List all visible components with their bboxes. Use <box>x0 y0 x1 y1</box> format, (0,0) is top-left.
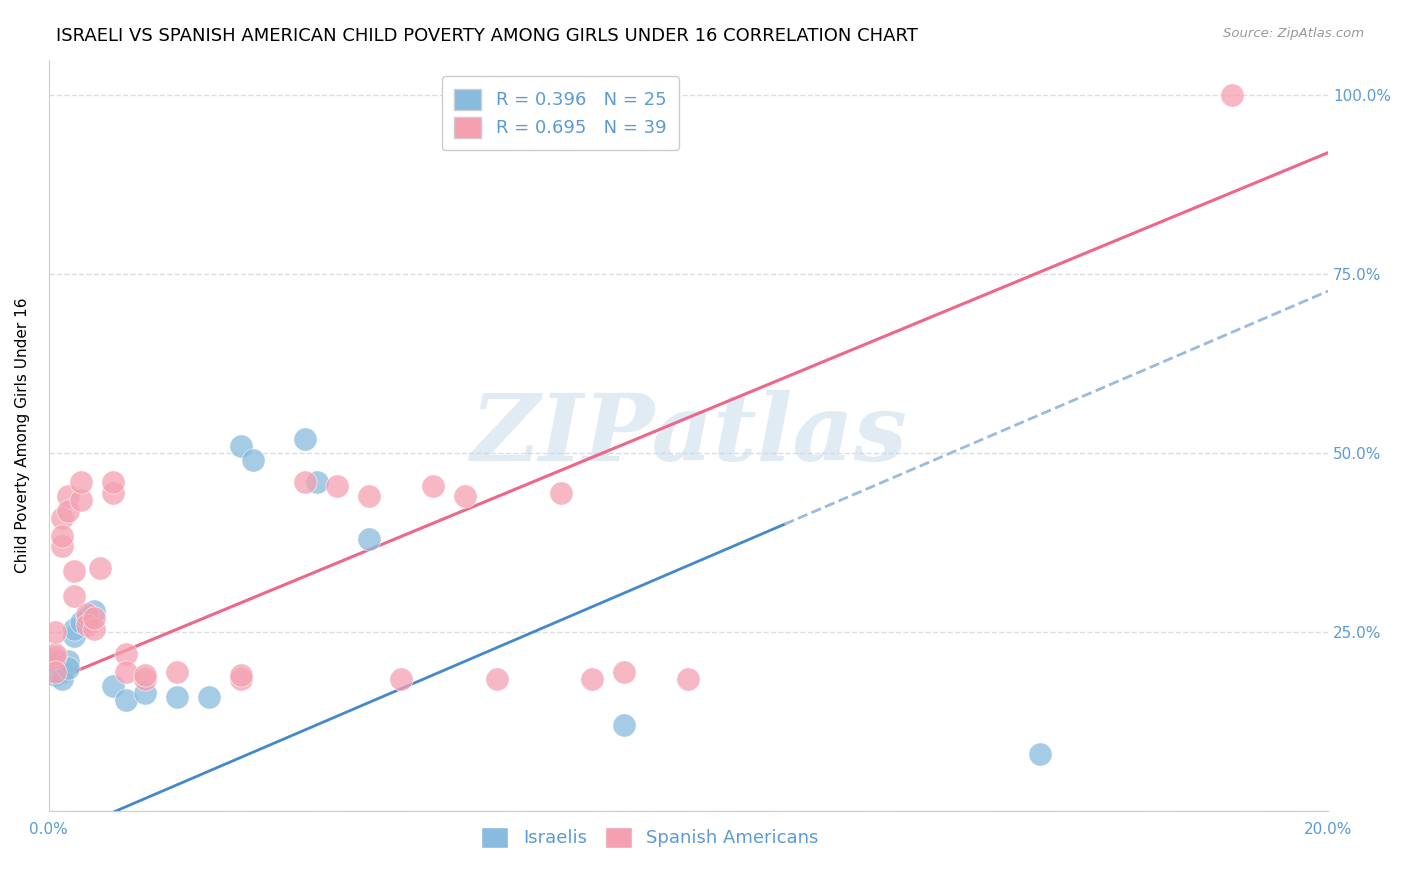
Y-axis label: Child Poverty Among Girls Under 16: Child Poverty Among Girls Under 16 <box>15 298 30 574</box>
Point <box>613 665 636 679</box>
Point <box>76 618 98 632</box>
Text: ISRAELI VS SPANISH AMERICAN CHILD POVERTY AMONG GIRLS UNDER 16 CORRELATION CHART: ISRAELI VS SPANISH AMERICAN CHILD POVERT… <box>56 27 918 45</box>
Point <box>101 475 124 489</box>
Point <box>1029 747 1052 761</box>
Point <box>114 665 136 679</box>
Point <box>51 672 73 686</box>
Point <box>357 489 380 503</box>
Text: Source: ZipAtlas.com: Source: ZipAtlas.com <box>1223 27 1364 40</box>
Point <box>613 718 636 732</box>
Point <box>44 654 66 668</box>
Point <box>114 693 136 707</box>
Point <box>83 622 105 636</box>
Point <box>56 654 79 668</box>
Point <box>294 432 316 446</box>
Point <box>56 489 79 503</box>
Point <box>581 672 603 686</box>
Point <box>1220 88 1243 103</box>
Point <box>69 615 91 629</box>
Legend: Israelis, Spanish Americans: Israelis, Spanish Americans <box>474 820 827 855</box>
Point <box>63 565 86 579</box>
Point <box>229 672 252 686</box>
Point <box>51 539 73 553</box>
Point <box>56 503 79 517</box>
Point <box>76 607 98 622</box>
Point <box>422 478 444 492</box>
Point <box>83 611 105 625</box>
Point <box>453 489 475 503</box>
Point <box>389 672 412 686</box>
Point <box>89 561 111 575</box>
Point <box>101 679 124 693</box>
Point <box>325 478 347 492</box>
Text: ZIPatlas: ZIPatlas <box>470 391 907 481</box>
Point <box>63 590 86 604</box>
Point <box>69 492 91 507</box>
Point <box>76 611 98 625</box>
Point <box>51 510 73 524</box>
Point <box>101 485 124 500</box>
Point <box>69 475 91 489</box>
Point <box>242 453 264 467</box>
Point <box>44 650 66 665</box>
Point <box>44 665 66 679</box>
Point <box>44 647 66 661</box>
Point <box>44 625 66 640</box>
Point <box>307 475 329 489</box>
Point <box>63 622 86 636</box>
Point <box>485 672 508 686</box>
Point <box>229 439 252 453</box>
Point <box>550 485 572 500</box>
Point <box>166 665 188 679</box>
Point <box>197 690 219 704</box>
Point <box>134 672 156 686</box>
Point <box>166 690 188 704</box>
Point <box>134 668 156 682</box>
Point <box>51 665 73 679</box>
Point <box>229 668 252 682</box>
Point <box>44 657 66 672</box>
Point <box>678 672 700 686</box>
Point <box>357 532 380 546</box>
Point <box>114 647 136 661</box>
Point <box>44 668 66 682</box>
Point <box>51 528 73 542</box>
Point <box>294 475 316 489</box>
Point <box>44 661 66 675</box>
Point <box>134 686 156 700</box>
Point <box>83 604 105 618</box>
Point <box>63 629 86 643</box>
Point <box>56 661 79 675</box>
